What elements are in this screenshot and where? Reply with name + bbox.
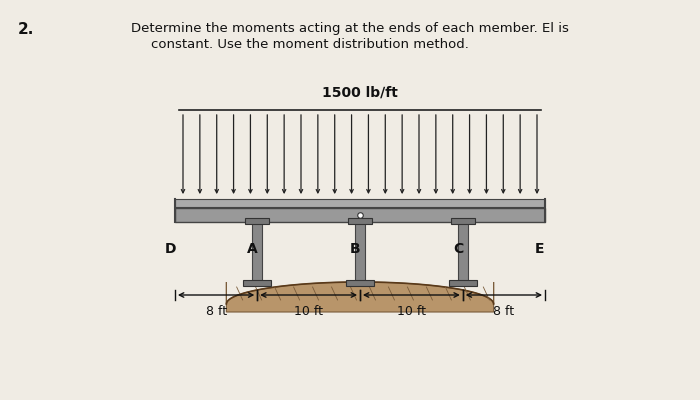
Bar (451, 218, 475, 224)
Bar (346, 280, 374, 286)
Text: D: D (165, 242, 176, 256)
Text: constant. Use the moment distribution method.: constant. Use the moment distribution me… (151, 38, 469, 51)
Text: A: A (247, 242, 258, 256)
Text: 10 ft: 10 ft (294, 305, 323, 318)
Bar (355, 222, 365, 282)
Bar (252, 222, 262, 282)
Text: B: B (350, 242, 360, 256)
Bar (449, 280, 477, 286)
Bar (458, 222, 468, 282)
Bar (245, 218, 270, 224)
Bar (175, 199, 545, 207)
Bar (175, 208, 545, 222)
Bar (175, 207, 545, 208)
Text: 8 ft: 8 ft (206, 305, 227, 318)
Text: 2.: 2. (18, 22, 34, 37)
Text: 1500 lb∕ft: 1500 lb∕ft (322, 86, 398, 100)
Bar (243, 280, 271, 286)
Text: C: C (453, 242, 463, 256)
Polygon shape (226, 282, 494, 312)
Text: 10 ft: 10 ft (397, 305, 426, 318)
Text: Determine the moments acting at the ends of each member. El is: Determine the moments acting at the ends… (131, 22, 569, 35)
Text: 8 ft: 8 ft (494, 305, 514, 318)
Bar (348, 218, 372, 224)
Text: E: E (535, 242, 545, 256)
